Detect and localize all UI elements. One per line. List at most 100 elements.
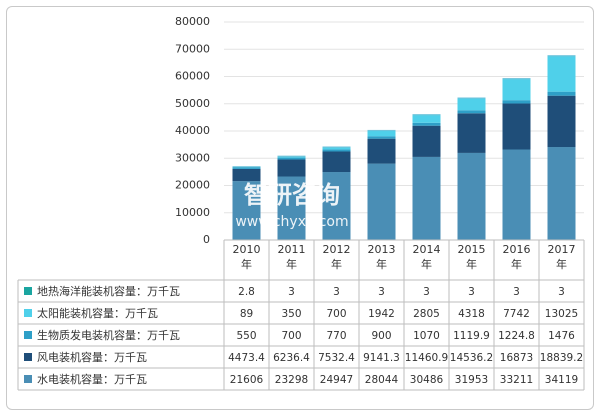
bar-segment bbox=[502, 79, 531, 101]
data-label: 34119 bbox=[545, 374, 578, 386]
legend-entry: 地热海洋能装机容量：万千瓦 bbox=[37, 284, 180, 298]
data-label: 3 bbox=[423, 286, 430, 298]
data-label: 1942 bbox=[368, 308, 395, 320]
data-label: 11460.9 bbox=[405, 352, 448, 364]
bar-top-edge bbox=[502, 78, 531, 80]
x-tick-label: 2010 年 bbox=[233, 243, 261, 271]
x-tick-label: 2013 年 bbox=[368, 243, 396, 271]
watermark-brand: 智研咨询 bbox=[244, 181, 340, 209]
data-label: 3 bbox=[288, 286, 295, 298]
bar-segment bbox=[412, 122, 441, 126]
bar-segment bbox=[547, 56, 576, 92]
bar-segment bbox=[232, 168, 261, 182]
x-tick-label: 2014 年 bbox=[413, 243, 441, 271]
data-label: 14536.2 bbox=[450, 352, 493, 364]
data-label: 28044 bbox=[365, 374, 399, 386]
data-label: 700 bbox=[326, 308, 346, 320]
data-label: 350 bbox=[281, 308, 301, 320]
bar-segment bbox=[502, 100, 531, 104]
bar-segment bbox=[232, 167, 261, 169]
data-label: 770 bbox=[326, 330, 346, 342]
data-label: 2805 bbox=[413, 308, 440, 320]
x-tick-label: 2016 年 bbox=[503, 243, 531, 271]
bar-segment bbox=[547, 91, 576, 96]
y-tick-label: 40000 bbox=[175, 124, 210, 137]
bar-segment bbox=[412, 125, 441, 157]
bar-segment bbox=[502, 103, 531, 150]
bar-segment bbox=[322, 147, 351, 150]
bar-top-edge bbox=[277, 155, 306, 157]
data-label: 3 bbox=[333, 286, 340, 298]
data-label: 1119.9 bbox=[453, 330, 490, 342]
data-label: 33211 bbox=[500, 374, 533, 386]
data-label: 1224.8 bbox=[498, 330, 535, 342]
bar-segment bbox=[367, 136, 396, 139]
bar-top-edge bbox=[547, 55, 576, 57]
bar-segment bbox=[457, 152, 486, 240]
bar-segment bbox=[322, 149, 351, 152]
legend-swatch bbox=[24, 309, 32, 317]
legend-entry: 太阳能装机容量：万千瓦 bbox=[37, 306, 158, 320]
data-label: 9141.3 bbox=[363, 352, 400, 364]
bar-segment bbox=[277, 156, 306, 158]
bar-segment bbox=[367, 163, 396, 240]
bar-segment bbox=[457, 110, 486, 114]
data-label: 700 bbox=[281, 330, 301, 342]
data-label: 3 bbox=[378, 286, 385, 298]
data-label: 7742 bbox=[503, 308, 530, 320]
bar-segment bbox=[277, 176, 306, 240]
data-label: 21606 bbox=[230, 374, 264, 386]
data-label: 3 bbox=[468, 286, 475, 298]
bar-segment bbox=[502, 149, 531, 240]
data-label: 18839.2 bbox=[540, 352, 583, 364]
bar-segment bbox=[457, 98, 486, 111]
bar-segment bbox=[277, 157, 306, 160]
bar-segment bbox=[322, 151, 351, 173]
y-tick-label: 10000 bbox=[175, 206, 210, 219]
data-label: 30486 bbox=[410, 374, 444, 386]
legend-swatch bbox=[24, 331, 32, 339]
data-label: 1070 bbox=[413, 330, 440, 342]
data-label: 550 bbox=[236, 330, 256, 342]
data-label: 13025 bbox=[545, 308, 578, 320]
bar-top-edge bbox=[412, 114, 441, 116]
bar-segment bbox=[367, 130, 396, 137]
data-label: 6236.4 bbox=[273, 352, 310, 364]
y-tick-label: 70000 bbox=[175, 42, 210, 55]
bar-segment bbox=[457, 113, 486, 153]
x-tick-label: 2012 年 bbox=[323, 243, 351, 271]
data-label: 3 bbox=[558, 286, 565, 298]
bar-segment bbox=[412, 115, 441, 123]
data-label: 31953 bbox=[455, 374, 488, 386]
data-label: 4473.4 bbox=[228, 352, 265, 364]
bar-segment bbox=[367, 138, 396, 164]
legend-swatch bbox=[24, 287, 32, 295]
bar-segment bbox=[547, 147, 576, 240]
bar-segment bbox=[412, 156, 441, 240]
data-label: 900 bbox=[371, 330, 391, 342]
data-label: 89 bbox=[240, 308, 253, 320]
legend-entry: 生物质发电装机容量：万千瓦 bbox=[37, 328, 180, 342]
x-tick-label: 2017 年 bbox=[548, 243, 576, 271]
x-tick-label: 2011 年 bbox=[278, 243, 306, 271]
y-tick-label: 0 bbox=[203, 233, 210, 246]
bar-segment bbox=[277, 159, 306, 177]
data-label: 7532.4 bbox=[318, 352, 355, 364]
legend-swatch bbox=[24, 375, 32, 383]
data-label: 3 bbox=[513, 286, 520, 298]
data-label: 2.8 bbox=[238, 286, 255, 298]
legend-swatch bbox=[24, 353, 32, 361]
bar-top-edge bbox=[322, 146, 351, 148]
bar-segment bbox=[322, 172, 351, 240]
y-tick-label: 50000 bbox=[175, 97, 210, 110]
data-label: 24947 bbox=[320, 374, 353, 386]
legend-entry: 水电装机容量：万千瓦 bbox=[37, 372, 147, 386]
x-tick-label: 2015 年 bbox=[458, 243, 486, 271]
bar-segment bbox=[232, 181, 261, 240]
bar-top-edge bbox=[232, 166, 261, 168]
data-label: 1476 bbox=[548, 330, 575, 342]
y-tick-label: 20000 bbox=[175, 179, 210, 192]
watermark-url: www.chyxx.com bbox=[235, 214, 348, 230]
bar-top-edge bbox=[367, 129, 396, 132]
